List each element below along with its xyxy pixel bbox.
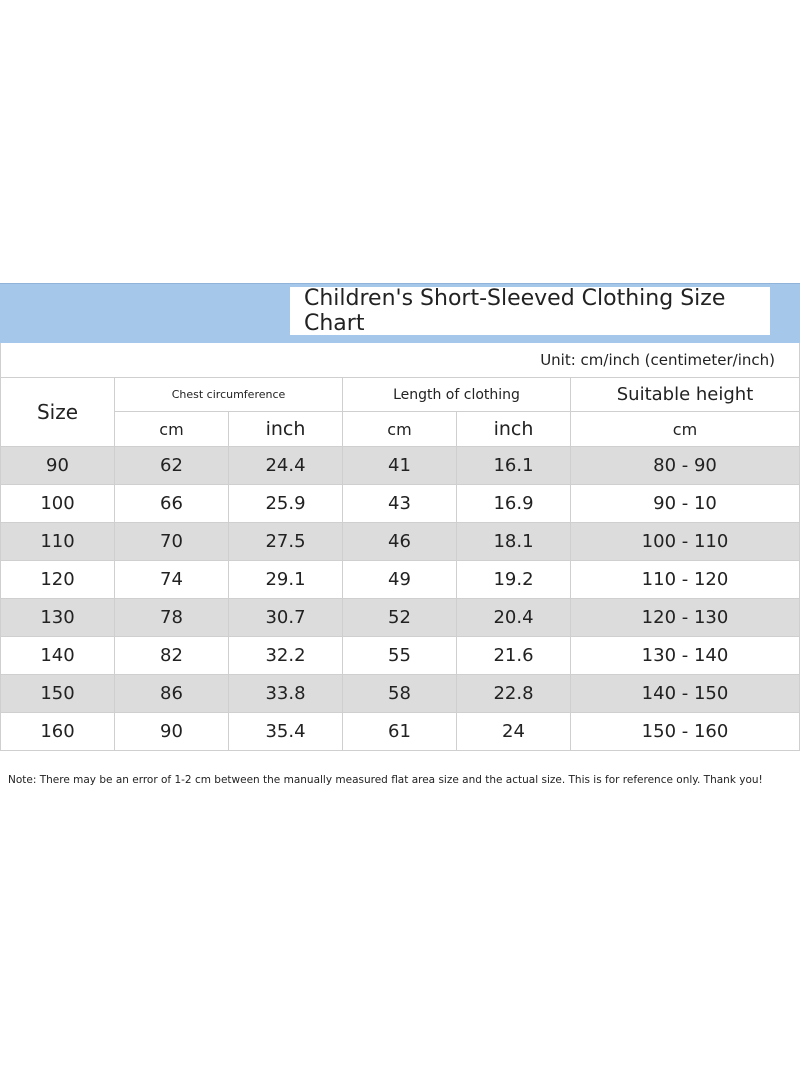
table-cell: 130 - 140 xyxy=(571,637,800,675)
table-cell: 52 xyxy=(343,599,457,637)
table-cell: 110 - 120 xyxy=(571,561,800,599)
table-cell: 150 xyxy=(0,675,115,713)
table-cell: 80 - 90 xyxy=(571,447,800,485)
table-cell: 140 - 150 xyxy=(571,675,800,713)
table-cell: 70 xyxy=(115,523,229,561)
table-cell: 18.1 xyxy=(457,523,571,561)
table-cell: 33.8 xyxy=(229,675,343,713)
table-cell: 49 xyxy=(343,561,457,599)
column-header: Suitable height xyxy=(571,378,800,412)
table-cell: 16.9 xyxy=(457,485,571,523)
table-cell: 46 xyxy=(343,523,457,561)
note: Note: There may be an error of 1-2 cm be… xyxy=(8,774,763,786)
unit-header: cm xyxy=(115,412,229,447)
table-cell: 27.5 xyxy=(229,523,343,561)
table-cell: 74 xyxy=(115,561,229,599)
table-cell: 22.8 xyxy=(457,675,571,713)
table-cell: 58 xyxy=(343,675,457,713)
table-cell: 120 - 130 xyxy=(571,599,800,637)
table-cell: 20.4 xyxy=(457,599,571,637)
table-cell: 43 xyxy=(343,485,457,523)
table-cell: 25.9 xyxy=(229,485,343,523)
table-cell: 150 - 160 xyxy=(571,713,800,751)
table-cell: 86 xyxy=(115,675,229,713)
table-cell: 29.1 xyxy=(229,561,343,599)
table-cell: 24 xyxy=(457,713,571,751)
unit-header: cm xyxy=(343,412,457,447)
table-cell: 100 - 110 xyxy=(571,523,800,561)
table-cell: 24.4 xyxy=(229,447,343,485)
table-cell: 90 - 10 xyxy=(571,485,800,523)
table-cell: 66 xyxy=(115,485,229,523)
column-header: Chest circumference xyxy=(115,378,343,412)
table-cell: 62 xyxy=(115,447,229,485)
column-header: Length of clothing xyxy=(343,378,571,412)
table-cell: 110 xyxy=(0,523,115,561)
table-cell: 30.7 xyxy=(229,599,343,637)
unit-header: inch xyxy=(457,412,571,447)
title: Children's Short-Sleeved Clothing Size C… xyxy=(290,286,770,336)
table-cell: 41 xyxy=(343,447,457,485)
table-cell: 19.2 xyxy=(457,561,571,599)
unit-header: inch xyxy=(229,412,343,447)
table-cell: 140 xyxy=(0,637,115,675)
table-cell: 160 xyxy=(0,713,115,751)
table-cell: 21.6 xyxy=(457,637,571,675)
column-header: Size xyxy=(0,378,115,447)
table-cell: 35.4 xyxy=(229,713,343,751)
unit-header: cm xyxy=(571,412,800,447)
table-cell: 32.2 xyxy=(229,637,343,675)
table-cell: 16.1 xyxy=(457,447,571,485)
table-cell: 90 xyxy=(0,447,115,485)
unit-label: Unit: cm/inch (centimeter/inch) xyxy=(0,343,800,378)
table-cell: 55 xyxy=(343,637,457,675)
table-cell: 90 xyxy=(115,713,229,751)
table-cell: 100 xyxy=(0,485,115,523)
table-cell: 82 xyxy=(115,637,229,675)
table-cell: 61 xyxy=(343,713,457,751)
table-cell: 78 xyxy=(115,599,229,637)
table-cell: 120 xyxy=(0,561,115,599)
table-cell: 130 xyxy=(0,599,115,637)
